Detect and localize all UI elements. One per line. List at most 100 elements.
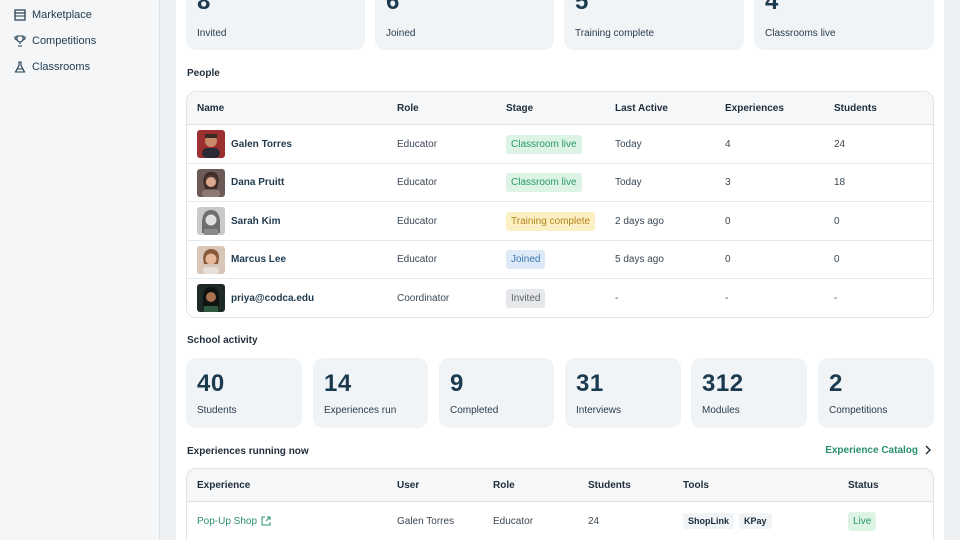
stat-value: 5 bbox=[575, 0, 589, 15]
stat-label: Modules bbox=[702, 405, 740, 416]
table-row[interactable]: Sarah Kim Educator Training complete 2 d… bbox=[187, 202, 933, 241]
column-header: Students bbox=[834, 103, 877, 114]
stat-card-classrooms-live: 4 Classrooms live bbox=[754, 0, 934, 50]
stat-label: Completed bbox=[450, 405, 499, 416]
stat-value: 6 bbox=[386, 0, 400, 15]
tool-badge-shoplink: ShopLink bbox=[683, 513, 734, 529]
person-email[interactable]: priya@codca.edu bbox=[231, 292, 315, 304]
role-cell: Educator bbox=[397, 177, 438, 189]
column-header: Status bbox=[848, 480, 879, 491]
status-badge: Invited bbox=[506, 288, 546, 308]
table-row[interactable]: Dana Pruitt Educator Classroom live Toda… bbox=[187, 164, 933, 203]
chevron-right-icon bbox=[925, 445, 931, 455]
stat-label: Competitions bbox=[829, 405, 888, 416]
store-icon bbox=[14, 9, 26, 21]
stage-cell: Classroom live bbox=[506, 125, 582, 163]
experiences-cell: 3 bbox=[725, 177, 731, 189]
last-active-cell: 2 days ago bbox=[615, 215, 664, 227]
stat-value: 8 bbox=[197, 0, 211, 15]
table-row[interactable]: Pop-Up Shop Galen Torres Educator 24 Sho… bbox=[187, 502, 933, 540]
name-cell: Dana Pruitt bbox=[197, 164, 284, 202]
people-table: Name Role Stage Last Active Experiences … bbox=[186, 91, 934, 318]
status-badge: Joined bbox=[506, 250, 546, 270]
stat-card-training-complete: 5 Training complete bbox=[564, 0, 744, 50]
stat-value: 9 bbox=[450, 370, 464, 397]
status-badge: Classroom live bbox=[506, 134, 582, 154]
stat-value: 31 bbox=[576, 370, 604, 397]
activity-card-students: 40 Students bbox=[186, 358, 302, 428]
avatar bbox=[197, 130, 225, 158]
tool-badge-kpay: KPay bbox=[739, 513, 772, 529]
activity-card-interviews: 31 Interviews bbox=[565, 358, 681, 428]
person-name[interactable]: Dana Pruitt bbox=[231, 177, 285, 189]
stat-value: 2 bbox=[829, 370, 843, 397]
person-name[interactable]: Galen Torres bbox=[231, 138, 292, 150]
role-cell: Educator bbox=[397, 138, 438, 150]
experience-cell: Pop-Up Shop bbox=[197, 502, 271, 540]
stage-cell: Training complete bbox=[506, 202, 596, 240]
stat-label: Classrooms live bbox=[765, 28, 836, 39]
stat-label: Joined bbox=[386, 28, 416, 39]
students-cell: 18 bbox=[834, 177, 846, 189]
table-row[interactable]: Galen Torres Educator Classroom live Tod… bbox=[187, 125, 933, 164]
external-link-icon[interactable] bbox=[261, 516, 271, 526]
avatar bbox=[197, 207, 225, 236]
last-active-cell: Today bbox=[615, 138, 642, 150]
stat-label: Experiences run bbox=[324, 405, 397, 416]
experience-catalog-link[interactable]: Experience Catalog bbox=[825, 444, 934, 456]
stat-label: Interviews bbox=[576, 405, 622, 416]
status-badge: Classroom live bbox=[506, 173, 582, 193]
name-cell: Sarah Kim bbox=[197, 202, 280, 240]
students-cell: 24 bbox=[588, 515, 600, 527]
avatar bbox=[197, 284, 225, 313]
stat-value: 4 bbox=[765, 0, 779, 15]
experiences-section-title: Experiences running now bbox=[187, 446, 309, 457]
column-header: User bbox=[397, 480, 420, 491]
column-header: Last Active bbox=[615, 103, 668, 114]
role-cell: Educator bbox=[493, 515, 534, 527]
column-header: Role bbox=[397, 103, 419, 114]
stat-label: Training complete bbox=[575, 28, 655, 39]
table-row[interactable]: priya@codca.edu Coordinator Invited - - … bbox=[187, 279, 933, 317]
stage-cell: Joined bbox=[506, 241, 546, 279]
school-activity-title: School activity bbox=[187, 335, 258, 346]
activity-card-modules: 312 Modules bbox=[691, 358, 807, 428]
stat-value: 312 bbox=[702, 370, 744, 397]
name-cell: priya@codca.edu bbox=[197, 279, 314, 317]
sidebar-item-marketplace[interactable]: Marketplace bbox=[0, 2, 159, 28]
user-cell: Galen Torres bbox=[397, 515, 455, 527]
table-header: Experience User Role Students Tools Stat… bbox=[187, 469, 933, 502]
person-name[interactable]: Sarah Kim bbox=[231, 215, 281, 227]
table-row[interactable]: Marcus Lee Educator Joined 5 days ago 0 … bbox=[187, 241, 933, 280]
page-scrollbar[interactable] bbox=[944, 0, 960, 540]
sidebar-item-label: Competitions bbox=[32, 35, 97, 47]
experience-link[interactable]: Pop-Up Shop bbox=[197, 515, 258, 527]
sidebar-item-label: Marketplace bbox=[32, 9, 92, 21]
activity-card-experiences-run: 14 Experiences run bbox=[313, 358, 428, 428]
experiences-table: Experience User Role Students Tools Stat… bbox=[186, 468, 934, 540]
stat-value: 14 bbox=[324, 370, 352, 397]
status-badge: Training complete bbox=[506, 211, 596, 231]
column-header: Students bbox=[588, 480, 631, 491]
trophy-icon bbox=[14, 35, 26, 47]
sidebar-item-classrooms[interactable]: Classrooms bbox=[0, 54, 159, 80]
students-cell: - bbox=[834, 292, 838, 304]
sidebar-item-label: Classrooms bbox=[32, 61, 91, 73]
table-header: Name Role Stage Last Active Experiences … bbox=[187, 92, 933, 125]
last-active-cell: - bbox=[615, 292, 619, 304]
status-cell: Live bbox=[848, 502, 877, 540]
last-active-cell: Today bbox=[615, 177, 642, 189]
experiences-cell: 4 bbox=[725, 138, 731, 150]
role-cell: Educator bbox=[397, 254, 438, 266]
stat-card-joined: 6 Joined bbox=[375, 0, 554, 50]
role-cell: Educator bbox=[397, 215, 438, 227]
people-section-title: People bbox=[187, 68, 220, 79]
stage-cell: Classroom live bbox=[506, 164, 582, 202]
column-header: Stage bbox=[506, 103, 534, 114]
sidebar-item-competitions[interactable]: Competitions bbox=[0, 28, 159, 54]
stat-label: Students bbox=[197, 405, 237, 416]
person-name[interactable]: Marcus Lee bbox=[231, 254, 287, 266]
last-active-cell: 5 days ago bbox=[615, 254, 664, 266]
sidebar: Marketplace Competitions Classrooms bbox=[0, 0, 160, 540]
main-content: 8 Invited 6 Joined 5 Training complete 4… bbox=[176, 0, 944, 540]
